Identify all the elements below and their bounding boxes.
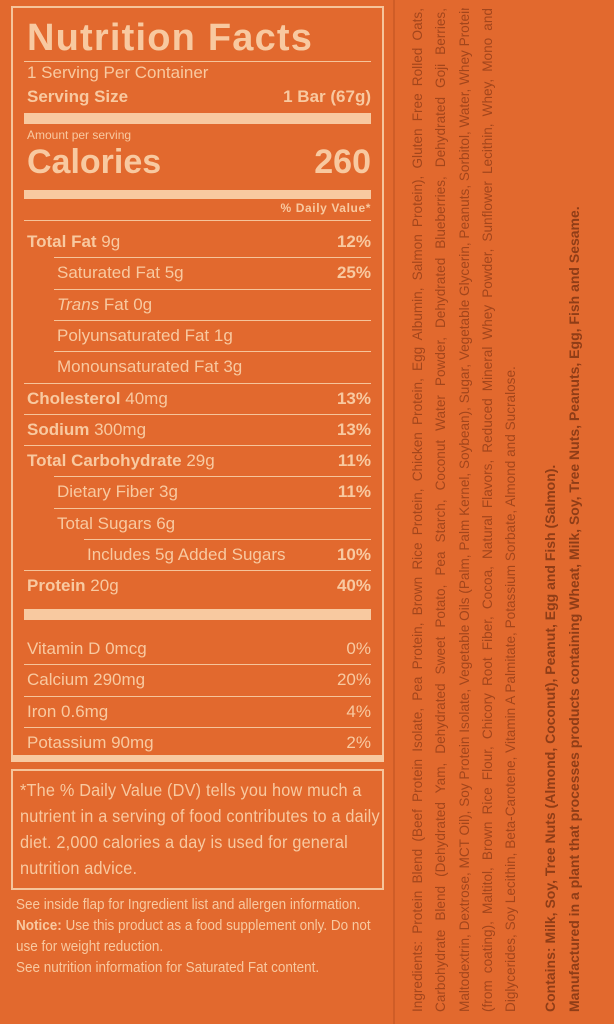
nutrient-row: Cholesterol 40mg bbox=[27, 387, 168, 411]
allergen-contains: Contains: Milk, Soy, Tree Nuts (Almond, … bbox=[542, 464, 559, 1012]
nutrient-amount: 29g bbox=[181, 451, 215, 470]
nutrient-amount: Fat 0g bbox=[99, 295, 153, 314]
row-divider bbox=[24, 696, 371, 697]
nutrient-row: Protein 20g bbox=[27, 574, 119, 598]
notice-note: Notice: Use this product as a food suppl… bbox=[16, 915, 376, 957]
row-divider bbox=[84, 539, 371, 540]
nutrient-amount: 300mg bbox=[89, 420, 147, 439]
manufacturing-statement: Manufactured in a plant that processes p… bbox=[565, 206, 582, 1012]
nutrient-row: Trans Fat 0g bbox=[57, 293, 152, 317]
calories-label: Calories bbox=[27, 143, 162, 181]
servings-per-container: 1 Serving Per Container bbox=[27, 63, 209, 82]
row-divider bbox=[54, 351, 371, 352]
footnote-box bbox=[11, 769, 384, 890]
nutrient-row: Total Carbohydrate 29g bbox=[27, 449, 215, 473]
nutrient-name: Total Fat bbox=[27, 232, 97, 251]
notice-label: Notice: bbox=[16, 917, 62, 934]
nutrient-row: Dietary Fiber 3g bbox=[57, 480, 178, 504]
serving-size-value: 1 Bar (67g) bbox=[283, 87, 371, 106]
daily-value-footnote: *The % Daily Value (DV) tells you how mu… bbox=[20, 780, 380, 878]
nutrient-amount: Saturated Fat 5g bbox=[57, 263, 184, 282]
label-notes: See inside flap for Ingredient list and … bbox=[16, 894, 376, 978]
row-divider bbox=[24, 570, 371, 571]
ingredients-line: Diglycerides, Soy Lecithin, Beta-Caroten… bbox=[503, 366, 519, 1012]
nutrient-amount: Dietary Fiber 3g bbox=[57, 482, 178, 501]
vitamin-row: Vitamin D 0mcg bbox=[27, 639, 147, 658]
nutrient-row: Monounsaturated Fat 3g bbox=[57, 355, 242, 379]
nutrient-daily-value: 11% bbox=[337, 482, 371, 501]
vitamin-daily-value: 0% bbox=[346, 639, 371, 658]
nutrient-amount: Polyunsaturated Fat 1g bbox=[57, 326, 233, 345]
nutrient-amount: 20g bbox=[85, 576, 119, 595]
nutrient-daily-value: 25% bbox=[336, 263, 371, 282]
nutrient-name: Sodium bbox=[27, 420, 90, 439]
divider bbox=[24, 61, 371, 62]
nutrient-name: Protein bbox=[27, 576, 86, 595]
vitamin-row: Potassium 90mg bbox=[27, 733, 154, 752]
row-divider bbox=[24, 727, 371, 728]
ingredients-line: Ingredients: Protein Blend (Beef Protein… bbox=[410, 8, 425, 1012]
nutrient-daily-value: 12% bbox=[336, 232, 371, 251]
ingredients-panel: Ingredients: Protein Blend (Beef Protein… bbox=[406, 8, 606, 1012]
nutrient-row: Sodium 300mg bbox=[27, 418, 146, 442]
row-divider bbox=[54, 289, 371, 290]
vitamin-row: Iron 0.6mg bbox=[27, 702, 109, 721]
thick-divider bbox=[24, 190, 371, 199]
nutrient-row: Saturated Fat 5g bbox=[57, 261, 184, 285]
ingredients-line: Maltodextrin, Dextrose, MCT Oil), Soy Pr… bbox=[456, 8, 472, 1012]
divider bbox=[24, 220, 371, 221]
nutrient-name: Total Carbohydrate bbox=[27, 451, 182, 470]
nutrient-amount: Total Sugars 6g bbox=[57, 514, 176, 533]
row-divider bbox=[54, 320, 371, 321]
thick-divider bbox=[24, 609, 371, 620]
row-divider bbox=[54, 476, 371, 477]
nutrient-daily-value: 10% bbox=[336, 545, 371, 564]
nutrient-amount: Monounsaturated Fat 3g bbox=[57, 357, 243, 376]
nutrient-amount: 9g bbox=[96, 232, 121, 251]
row-divider bbox=[24, 445, 371, 446]
nutrient-name-italic: Trans bbox=[57, 295, 100, 314]
nutrient-row: Polyunsaturated Fat 1g bbox=[57, 324, 233, 348]
notice-text: Use this product as a food supplement on… bbox=[16, 917, 371, 955]
nutrient-row: Total Sugars 6g bbox=[57, 512, 175, 536]
serving-size-label: Serving Size bbox=[27, 87, 129, 106]
ingredients-line: (from coating), Maltitol, Brown Rice Flo… bbox=[479, 8, 495, 1012]
amount-per-serving: Amount per serving bbox=[27, 128, 132, 142]
saturated-fat-note: See nutrition information for Saturated … bbox=[16, 959, 320, 976]
vitamin-row: Calcium 290mg bbox=[27, 670, 146, 689]
vitamin-daily-value: 2% bbox=[346, 733, 371, 752]
row-divider bbox=[24, 664, 371, 665]
row-divider bbox=[54, 257, 371, 258]
panel-divider bbox=[393, 0, 395, 1024]
thick-divider bbox=[24, 113, 371, 124]
daily-value-header: % Daily Value* bbox=[280, 201, 371, 215]
row-divider bbox=[54, 508, 371, 509]
calories-value: 260 bbox=[314, 143, 371, 181]
flap-note: See inside flap for Ingredient list and … bbox=[16, 896, 361, 913]
nutrient-daily-value: 11% bbox=[337, 451, 371, 470]
nutrient-daily-value: 40% bbox=[336, 576, 371, 595]
nutrient-row: Includes 5g Added Sugars bbox=[87, 543, 285, 567]
thick-divider bbox=[11, 755, 384, 762]
nutrient-name: Cholesterol bbox=[27, 389, 121, 408]
ingredients-line: Carbohydrate Blend (Dehydrated Yam, Dehy… bbox=[433, 8, 449, 1012]
row-divider bbox=[24, 383, 371, 384]
vitamin-daily-value: 4% bbox=[346, 702, 371, 721]
nutrient-row: Total Fat 9g bbox=[27, 230, 120, 254]
nutrient-amount: Includes 5g Added Sugars bbox=[87, 545, 286, 564]
row-divider bbox=[24, 414, 371, 415]
vitamin-daily-value: 20% bbox=[336, 670, 371, 689]
nutrient-amount: 40mg bbox=[120, 389, 168, 408]
nutrient-daily-value: 13% bbox=[336, 420, 371, 439]
nutrient-daily-value: 13% bbox=[336, 389, 371, 408]
label-title: Nutrition Facts bbox=[27, 17, 314, 59]
